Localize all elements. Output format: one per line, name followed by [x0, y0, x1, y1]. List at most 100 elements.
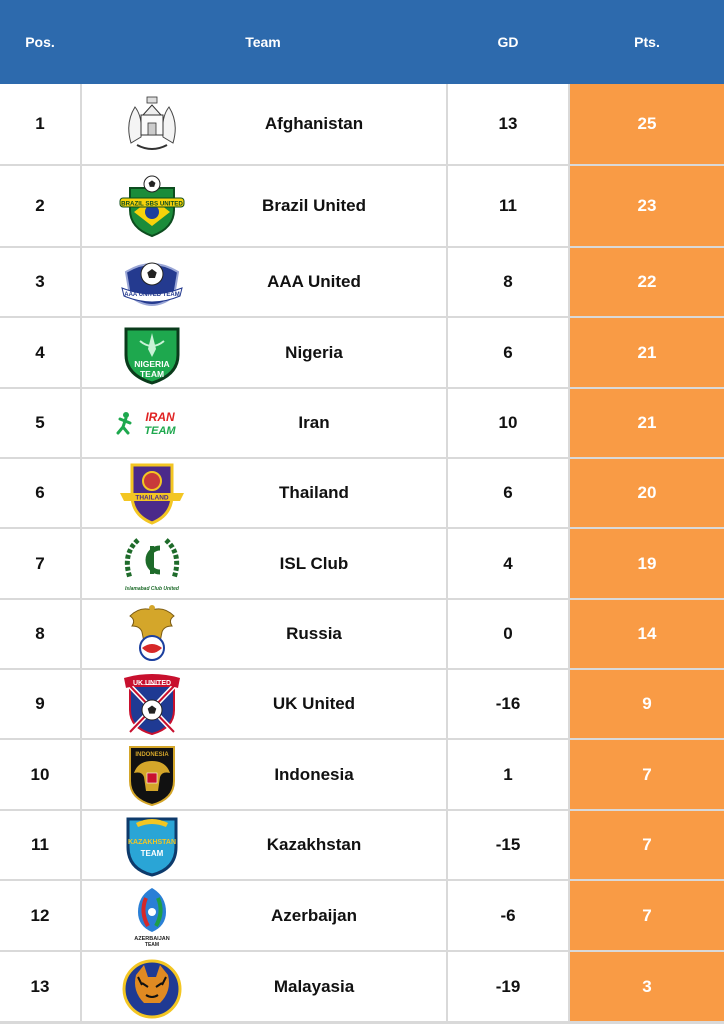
row-points: 23: [570, 166, 724, 246]
svg-text:TEAM: TEAM: [145, 942, 159, 948]
row-points: 9: [570, 670, 724, 738]
row-position: 10: [0, 740, 80, 809]
row-position: 7: [0, 529, 80, 598]
table-row: 3 AAA UNITED TEAM AAA United 8 22: [0, 248, 724, 318]
row-goal-difference: 6: [448, 318, 568, 387]
row-points: 3: [570, 952, 724, 1021]
row-position: 4: [0, 318, 80, 387]
table-row: 2 BRAZIL SBS UNITED Brazil United 11 23: [0, 166, 724, 248]
team-name: Azerbaijan: [271, 905, 357, 925]
row-team: Malayasia: [82, 952, 446, 1021]
svg-text:KAZAKHSTAN: KAZAKHSTAN: [128, 839, 176, 846]
row-team: Afghanistan: [82, 84, 446, 164]
row-goal-difference: 13: [448, 84, 568, 164]
row-goal-difference: 8: [448, 248, 568, 316]
aaa-united-crest-icon: AAA UNITED TEAM: [116, 251, 188, 313]
russia-eagle-crest-icon: [116, 603, 188, 665]
row-position: 13: [0, 952, 80, 1021]
svg-text:IRAN: IRAN: [145, 410, 175, 424]
table-row: 10 INDONESIA Indonesia 1 7: [0, 740, 724, 811]
table-row: 11 KAZAKHSTAN TEAM Kazakhstan -15 7: [0, 811, 724, 881]
team-name: Afghanistan: [264, 114, 364, 133]
team-name: UK United: [272, 694, 356, 713]
row-team: AZERBAIJAN TEAM Azerbaijan: [82, 881, 446, 950]
row-points: 21: [570, 389, 724, 457]
row-points: 20: [570, 459, 724, 527]
row-points: 7: [570, 740, 724, 809]
row-team: BRAZIL SBS UNITED Brazil United: [82, 166, 446, 246]
team-name: Russia: [286, 624, 342, 643]
team-name: Brazil United: [262, 196, 366, 215]
row-goal-difference: 1: [448, 740, 568, 809]
row-goal-difference: 11: [448, 166, 568, 246]
svg-text:AZERBAIJAN: AZERBAIJAN: [134, 936, 169, 942]
row-points: 22: [570, 248, 724, 316]
row-goal-difference: 10: [448, 389, 568, 457]
row-team: Russia: [82, 600, 446, 668]
row-position: 11: [0, 811, 80, 879]
kazakhstan-team-crest-icon: KAZAKHSTAN TEAM: [116, 814, 188, 877]
svg-text:TEAM: TEAM: [144, 425, 176, 437]
team-name: Indonesia: [274, 764, 354, 784]
row-team: KAZAKHSTAN TEAM Kazakhstan: [82, 811, 446, 879]
svg-text:TEAM: TEAM: [141, 849, 164, 858]
row-position: 1: [0, 84, 80, 164]
row-team: THAILAND Thailand: [82, 459, 446, 527]
row-points: 7: [570, 881, 724, 950]
header-team: Team: [245, 34, 281, 50]
row-team: IRAN TEAM Iran: [82, 389, 446, 457]
row-goal-difference: -19: [448, 952, 568, 1021]
team-name: ISL Club: [279, 553, 349, 573]
table-row: 9 UK UNITED UK United -16 9: [0, 670, 724, 740]
row-points: 25: [570, 84, 724, 164]
table-body: 1 Afghanistan 13 25 2 BRAZIL SBS UNITED Brazil…: [0, 84, 724, 1024]
svg-text:BRAZIL SBS UNITED: BRAZIL SBS UNITED: [121, 201, 183, 208]
svg-text:Islamabad Club United: Islamabad Club United: [125, 586, 180, 592]
table-row: 1 Afghanistan 13 25: [0, 84, 724, 166]
afghanistan-emblem-icon: [116, 93, 188, 155]
row-position: 12: [0, 881, 80, 950]
nigeria-team-crest-icon: NIGERIA TEAM: [116, 322, 188, 385]
indonesia-crest-icon: INDONESIA: [116, 744, 188, 806]
uk-united-crest-icon: UK UNITED: [116, 673, 188, 736]
row-team: AAA UNITED TEAM AAA United: [82, 248, 446, 316]
row-goal-difference: 6: [448, 459, 568, 527]
table-header: Pos. Team GD Pts.: [0, 0, 724, 84]
row-team: UK UNITED UK United: [82, 670, 446, 738]
table-row: 8 Russia 0 14: [0, 600, 724, 670]
row-goal-difference: -6: [448, 881, 568, 950]
svg-text:INDONESIA: INDONESIA: [135, 752, 169, 758]
header-gd: GD: [497, 34, 519, 50]
row-points: 14: [570, 600, 724, 668]
row-goal-difference: -16: [448, 670, 568, 738]
team-name: Iran: [298, 413, 330, 432]
row-position: 5: [0, 389, 80, 457]
row-goal-difference: 4: [448, 529, 568, 598]
header-pts: Pts.: [634, 34, 660, 50]
team-name: Thailand: [279, 483, 349, 502]
table-row: 6 THAILAND Thailand 6 20: [0, 459, 724, 529]
row-team: INDONESIA Indonesia: [82, 740, 446, 809]
row-goal-difference: 0: [448, 600, 568, 668]
svg-text:NIGERIA: NIGERIA: [134, 359, 169, 369]
row-points: 19: [570, 529, 724, 598]
svg-text:THAILAND: THAILAND: [135, 495, 169, 502]
azerbaijan-team-crest-icon: AZERBAIJAN TEAM: [116, 885, 188, 948]
row-position: 3: [0, 248, 80, 316]
svg-text:TEAM: TEAM: [140, 369, 164, 379]
row-position: 6: [0, 459, 80, 527]
isl-club-wreath-icon: Islamabad Club United: [116, 533, 188, 595]
iran-team-logo-icon: IRAN TEAM: [116, 392, 188, 454]
row-team: NIGERIA TEAM Nigeria: [82, 318, 446, 387]
team-name: Kazakhstan: [266, 835, 362, 854]
row-goal-difference: -15: [448, 811, 568, 879]
table-row: 13 Malayasia -19 3: [0, 952, 724, 1023]
row-points: 21: [570, 318, 724, 387]
team-name: AAA United: [267, 272, 361, 291]
brazil-united-crest-icon: BRAZIL SBS UNITED: [116, 175, 188, 238]
row-position: 2: [0, 166, 80, 246]
malaysia-tiger-crest-icon: [116, 956, 188, 1018]
team-name: Nigeria: [285, 342, 343, 362]
team-name: Malayasia: [273, 976, 355, 996]
row-team: Islamabad Club United ISL Club: [82, 529, 446, 598]
